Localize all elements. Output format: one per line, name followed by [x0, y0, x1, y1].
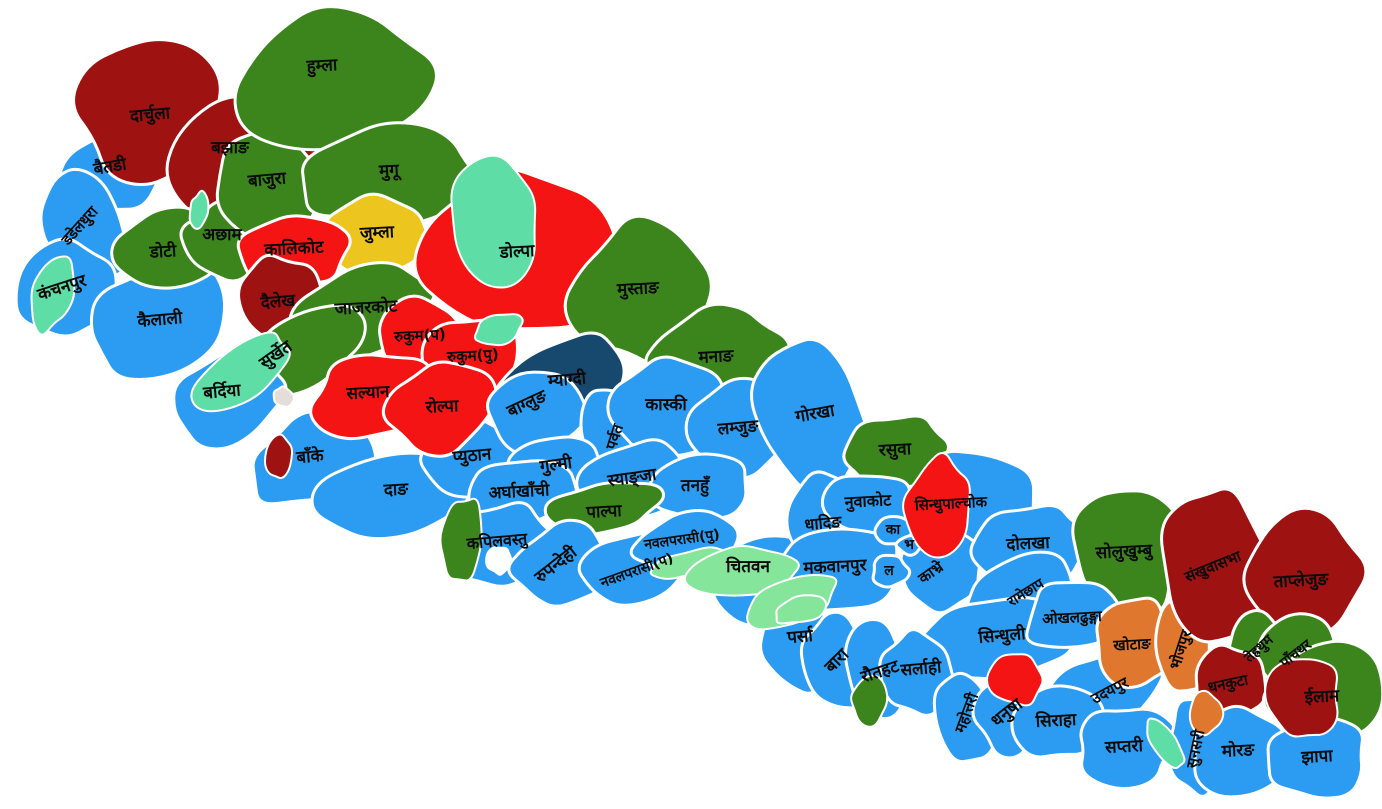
district-subregion-shape[interactable]: [263, 433, 294, 479]
district-subregion-shape[interactable]: [439, 497, 483, 582]
district-subregion-shape[interactable]: [30, 255, 76, 336]
district-subregion-shape[interactable]: [1264, 658, 1339, 738]
district-shape[interactable]: [233, 5, 438, 152]
district-subregion-shape[interactable]: [902, 452, 971, 559]
district-subregion-shape[interactable]: [1188, 689, 1225, 737]
district-shape[interactable]: [871, 553, 912, 589]
district-subregion-shape[interactable]: [190, 331, 291, 413]
district-subregion-shape[interactable]: [986, 653, 1044, 707]
district-shape[interactable]: [1242, 506, 1368, 638]
district-subregion-shape[interactable]: [450, 154, 537, 289]
district-subregion-shape[interactable]: [473, 313, 524, 347]
district-subregion-shape[interactable]: [485, 546, 513, 576]
district-subregion-shape[interactable]: [775, 594, 828, 625]
district-subregion-shape[interactable]: [272, 385, 295, 408]
district-subregion-shape[interactable]: [188, 189, 210, 230]
district-shape[interactable]: [1071, 489, 1190, 617]
district-subregion-shape[interactable]: [1146, 717, 1186, 769]
district-shape[interactable]: [750, 337, 870, 497]
district-shape[interactable]: [381, 360, 498, 458]
district-subregion-shape[interactable]: [850, 674, 889, 728]
